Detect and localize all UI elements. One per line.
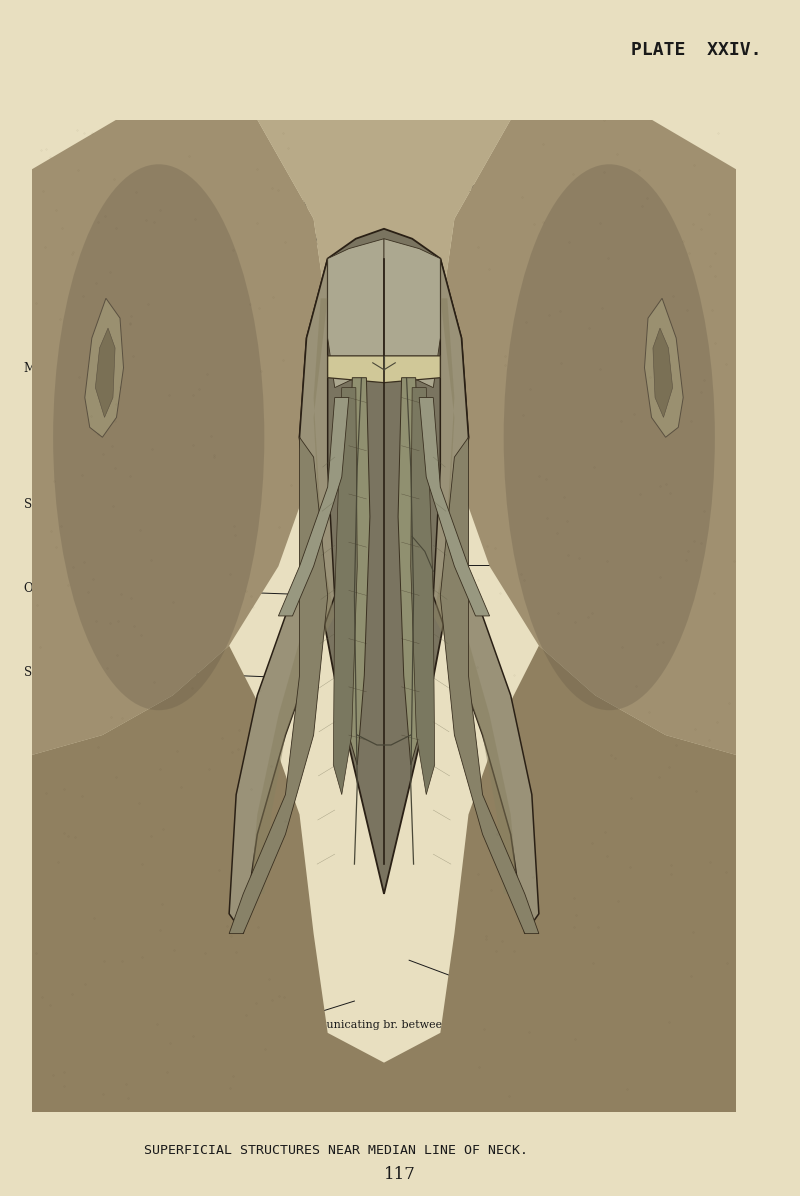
Polygon shape bbox=[434, 258, 539, 934]
Polygon shape bbox=[440, 120, 736, 755]
Text: SUPERFICIAL STRUCTURES NEAR MEDIAN LINE OF NECK.: SUPERFICIAL STRUCTURES NEAR MEDIAN LINE … bbox=[144, 1145, 528, 1157]
Polygon shape bbox=[645, 298, 683, 438]
Text: Communicating br. between anterior jugular veins: Communicating br. between anterior jugul… bbox=[290, 1020, 575, 1030]
Text: Sterno-thyroid m.: Sterno-thyroid m. bbox=[24, 666, 130, 678]
Polygon shape bbox=[419, 397, 490, 616]
Polygon shape bbox=[250, 298, 334, 893]
Polygon shape bbox=[328, 239, 384, 388]
Polygon shape bbox=[299, 228, 469, 893]
Polygon shape bbox=[347, 378, 370, 765]
Polygon shape bbox=[95, 328, 115, 417]
Polygon shape bbox=[258, 120, 510, 318]
Text: Sterno-thyroid m.: Sterno-thyroid m. bbox=[156, 1001, 262, 1013]
Polygon shape bbox=[32, 646, 736, 1112]
Ellipse shape bbox=[504, 164, 715, 710]
Polygon shape bbox=[229, 438, 328, 934]
Ellipse shape bbox=[53, 164, 264, 710]
Text: Sterno-mastoid m.: Sterno-mastoid m. bbox=[100, 959, 210, 971]
Polygon shape bbox=[278, 397, 349, 616]
Polygon shape bbox=[229, 258, 334, 934]
Text: Sterno-hyoid m.: Sterno-hyoid m. bbox=[24, 499, 119, 511]
Text: Communicating vein
from submental or
facial vein: Communicating vein from submental or fac… bbox=[574, 541, 697, 588]
Polygon shape bbox=[434, 298, 518, 893]
Polygon shape bbox=[653, 328, 673, 417]
Text: Infra-hyoid v.: Infra-hyoid v. bbox=[576, 373, 654, 385]
Polygon shape bbox=[85, 298, 123, 438]
Polygon shape bbox=[32, 120, 328, 755]
Text: PLATE  XXIV.: PLATE XXIV. bbox=[630, 41, 762, 60]
Polygon shape bbox=[410, 388, 434, 794]
Polygon shape bbox=[334, 388, 358, 794]
Polygon shape bbox=[440, 438, 539, 934]
Polygon shape bbox=[384, 239, 440, 388]
Polygon shape bbox=[398, 378, 421, 765]
Text: Anterior belly of digastric m.: Anterior belly of digastric m. bbox=[108, 182, 280, 194]
Text: Mylo-hyoid m.: Mylo-hyoid m. bbox=[24, 362, 109, 374]
Text: 117: 117 bbox=[384, 1166, 416, 1183]
Text: Inferior labial v,: Inferior labial v, bbox=[438, 182, 534, 194]
Text: Anterior jugular v.: Anterior jugular v. bbox=[486, 983, 595, 995]
Text: Omo-hyoid m.: Omo-hyoid m. bbox=[24, 582, 107, 594]
Polygon shape bbox=[328, 356, 440, 383]
